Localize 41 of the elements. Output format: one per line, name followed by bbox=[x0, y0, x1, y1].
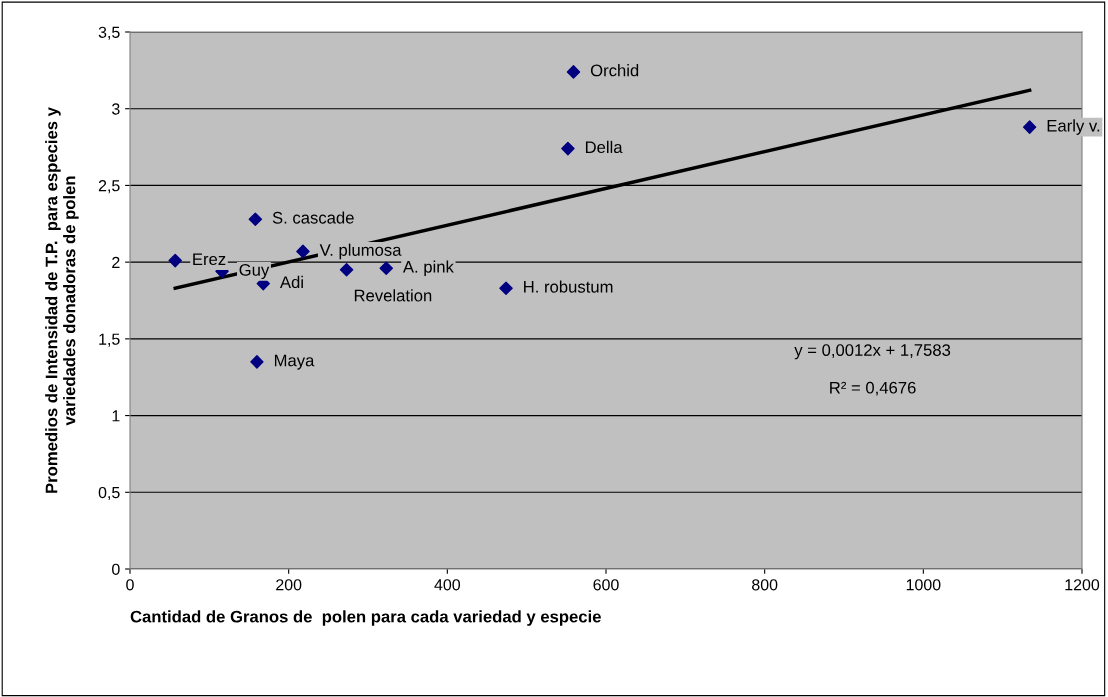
annotation: Maya bbox=[274, 354, 315, 370]
point bbox=[248, 212, 263, 226]
point bbox=[168, 253, 182, 268]
x-tick-label: 400 bbox=[434, 579, 461, 591]
annotation: Orchid bbox=[590, 64, 639, 77]
y-tick-label: 3,5 bbox=[98, 26, 120, 40]
point bbox=[566, 65, 581, 79]
y-tick-label: 1 bbox=[112, 410, 120, 422]
y-tick-label: 1,5 bbox=[99, 333, 120, 347]
y-axis-title: Promedios de Intensidad de T.P. para especies y variedades donadoras de polen bbox=[45, 107, 79, 493]
point bbox=[1022, 120, 1037, 134]
annotation: Revelation bbox=[354, 289, 432, 302]
x-axis-title: Cantidad de Granos de polen para cada variedad y especie bbox=[130, 610, 601, 626]
y-tick-label: 2,5 bbox=[98, 180, 120, 194]
annotation: V. plumosa bbox=[319, 243, 402, 260]
x-tick-label: 1200 bbox=[1065, 579, 1100, 591]
annotation: S. cascade bbox=[272, 211, 354, 224]
point bbox=[296, 244, 310, 259]
annotation: Erez bbox=[193, 253, 226, 266]
annotation: H. robustum bbox=[524, 280, 613, 293]
x-tick-label: 600 bbox=[593, 579, 619, 591]
y-tick-label: 2 bbox=[112, 256, 120, 268]
y-tick-label: 0 bbox=[112, 563, 120, 575]
annotation: R² = 0,4676 bbox=[830, 381, 916, 396]
annotation: Early v. bbox=[1047, 119, 1100, 135]
annotation: Della bbox=[585, 140, 623, 154]
y-tick-label: 0,5 bbox=[98, 486, 120, 501]
annotation: Adi bbox=[279, 275, 303, 289]
point bbox=[339, 263, 354, 277]
x-tick-label: 800 bbox=[752, 579, 778, 591]
x-tick-label: 200 bbox=[276, 579, 302, 591]
point bbox=[499, 281, 513, 295]
x-tick-label: 0 bbox=[126, 579, 134, 591]
annotation: y = 0,0012x + 1,7583 bbox=[794, 344, 951, 360]
annotation: A. pink bbox=[402, 260, 454, 277]
point bbox=[250, 355, 264, 369]
point bbox=[561, 141, 575, 156]
y-tick-label: 3 bbox=[112, 103, 120, 115]
x-tick-label: 1000 bbox=[906, 579, 941, 591]
point bbox=[379, 261, 393, 276]
annotation: Guy bbox=[239, 264, 270, 280]
